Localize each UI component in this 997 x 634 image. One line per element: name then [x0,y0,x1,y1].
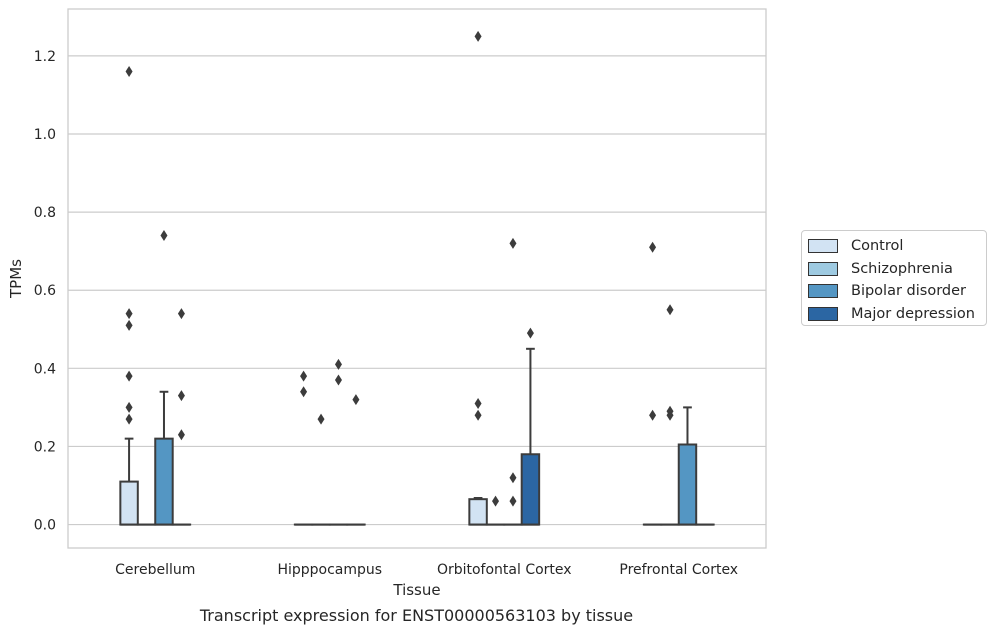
box-body [468,498,488,526]
box-control [642,241,663,526]
outlier-point [125,65,133,77]
box-body [677,443,698,526]
legend-swatch-schizophrenia [808,261,838,276]
outlier-point [474,409,482,421]
outlier-point [177,429,185,441]
outlier-point [177,390,185,402]
box-major-depression [346,394,366,526]
box-control [468,30,488,526]
legend-swatch-bipolar-disorder [808,284,838,299]
box-groups [119,30,715,526]
outlier-point [334,358,342,370]
box-schizophrenia [660,304,680,526]
outlier-point [125,401,133,413]
y-tick-label: 0.6 [34,283,56,299]
legend-swatch-major-depression [808,306,838,321]
outlier-point [125,308,133,320]
legend-label-schizophrenia: Schizophrenia [851,260,953,277]
outlier-point [352,394,360,406]
y-tick-label: 1.0 [34,127,56,143]
outlier-point [160,230,168,242]
box-body [119,480,139,526]
box-body [154,437,174,526]
box-bipolar-disorder [154,230,174,526]
x-axis-title: Tissue [392,581,440,599]
x-tick-label: Prefrontal Cortex [619,562,738,578]
outlier-point [125,370,133,382]
legend: Control Schizophrenia Bipolar disorder M… [801,230,987,326]
x-tick-label: Orbitofontal Cortex [437,562,572,578]
y-axis-title: TPMs [7,259,25,299]
plot-area-frame [67,8,767,549]
box-schizophrenia [311,413,331,526]
legend-item-major-depression[interactable]: Major depression [808,303,986,326]
outlier-point [509,237,517,249]
box-schizophrenia [485,495,506,526]
legend-item-bipolar-disorder[interactable]: Bipolar disorder [808,280,986,303]
y-tick-label: 0.8 [34,205,56,221]
legend-item-control[interactable]: Control [808,235,986,258]
outlier-point [177,308,185,320]
outlier-point [474,30,482,42]
x-tick-label: Hipppocampus [277,562,382,578]
outlier-point [649,241,657,253]
x-tick-label: Cerebellum [115,562,195,578]
y-tick-label: 0.2 [34,439,56,455]
outlier-point [649,409,657,421]
outlier-point [317,413,325,425]
box-bipolar-disorder [503,237,523,526]
chart-caption: Transcript expression for ENST0000056310… [199,606,634,625]
outlier-point [526,327,534,339]
y-tick-label: 1.2 [34,49,56,65]
y-tick-label: 0.0 [34,518,56,534]
outlier-point [474,397,482,409]
outlier-point [666,409,674,421]
box-control [293,370,314,526]
x-tick-labels: Cerebellum Hipppocampus Orbitofontal Corte… [115,562,738,578]
legend-swatch-control [808,239,838,254]
box-bipolar-disorder [677,406,698,526]
outlier-point [125,319,133,331]
box-major-depression [520,327,541,526]
box-bipolar-disorder [328,358,349,526]
y-tick-labels: 0.0 0.2 0.4 0.6 0.8 1.0 1.2 [34,49,56,534]
outlier-point [300,370,308,382]
outlier-point [125,413,133,425]
y-tick-label: 0.4 [34,361,56,377]
outlier-point [509,472,517,484]
legend-label-bipolar-disorder: Bipolar disorder [851,283,966,300]
box-body [520,453,541,526]
legend-label-major-depression: Major depression [851,305,975,322]
outlier-point [300,386,308,398]
outlier-point [334,374,342,386]
grid-lines [68,55,766,526]
outlier-point [509,495,517,507]
outlier-point [492,495,500,507]
legend-item-schizophrenia[interactable]: Schizophrenia [808,258,986,281]
outlier-point [666,304,674,316]
box-control [119,65,139,526]
legend-label-control: Control [851,238,904,255]
box-major-depression [171,308,192,526]
